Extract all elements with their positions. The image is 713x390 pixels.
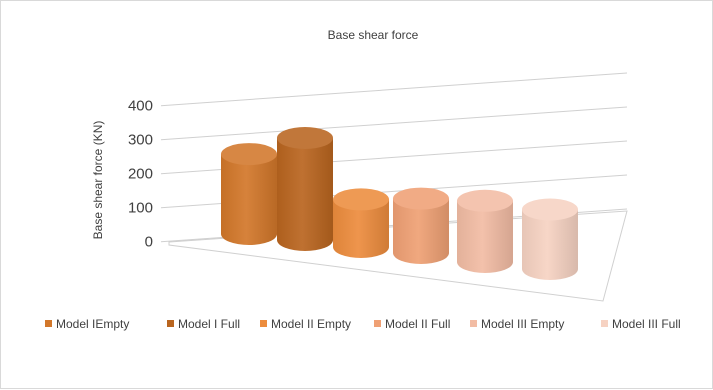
legend-label: Model I Full (178, 317, 240, 331)
bar (333, 188, 389, 258)
legend-swatch (601, 320, 608, 327)
bars (221, 127, 578, 280)
y-tick-label: 400 (128, 98, 153, 115)
legend-label: Model III Full (612, 317, 681, 331)
legend: Model IEmpty Model I Full Model II Empty Mo… (45, 317, 681, 331)
y-axis-label: Base shear force (KN) (91, 121, 105, 240)
legend-item: Model II Full (374, 317, 450, 331)
legend-item: Model III Empty (470, 317, 564, 331)
legend-label: Model II Full (385, 317, 450, 331)
bar (277, 127, 333, 251)
legend-item: Model I Full (167, 317, 240, 331)
y-tick-label: 300 (128, 132, 153, 149)
legend-swatch (260, 320, 267, 327)
bar (457, 189, 513, 273)
y-tick-label: 100 (128, 200, 153, 217)
legend-item: Model II Empty (260, 317, 351, 331)
gridline (160, 106, 628, 141)
y-tick-labels: 0 100 200 300 400 (128, 98, 153, 251)
bar (393, 187, 449, 264)
bar (221, 143, 277, 245)
legend-label: Model II Empty (271, 317, 351, 331)
y-tick-label: 0 (145, 234, 153, 251)
legend-swatch (45, 320, 52, 327)
legend-swatch (167, 320, 174, 327)
legend-swatch (374, 320, 381, 327)
legend-swatch (470, 320, 477, 327)
legend-label: Model IEmpty (56, 317, 129, 331)
legend-label: Model III Empty (481, 317, 564, 331)
legend-item: Model IEmpty (45, 317, 129, 331)
legend-item: Model III Full (601, 317, 681, 331)
y-tick-label: 200 (128, 166, 153, 183)
bar (522, 198, 578, 280)
gridline (160, 72, 628, 107)
chart-title: Base shear force (328, 28, 419, 42)
